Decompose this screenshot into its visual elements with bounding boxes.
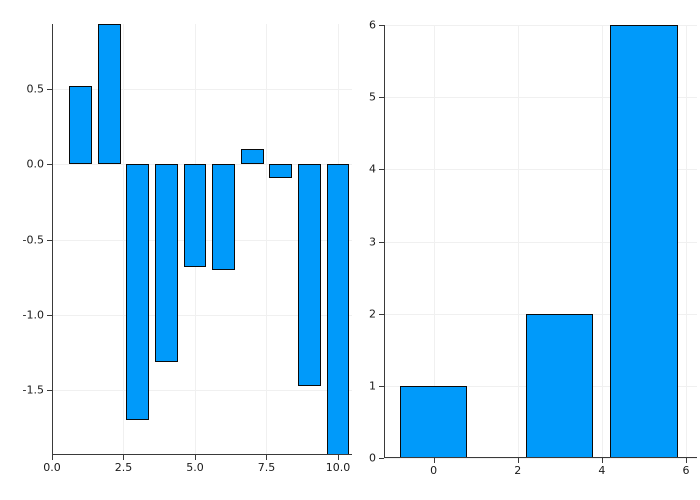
bars-layer (384, 25, 697, 458)
y-tick-mark (379, 385, 384, 387)
x-tick-label: 5.0 (186, 461, 204, 474)
bar (126, 164, 150, 421)
gridline-horizontal (52, 390, 352, 392)
x-tick-label: 2.5 (114, 461, 133, 474)
y-axis-line (384, 25, 385, 458)
bar (97, 24, 121, 165)
y-tick-mark (379, 313, 384, 315)
bar (154, 164, 178, 362)
bar (399, 385, 468, 458)
y-tick-label: 6 (369, 18, 376, 32)
x-tick-mark (194, 455, 196, 460)
y-tick-label: 2 (369, 307, 376, 321)
gridline-horizontal (384, 241, 697, 243)
y-tick-mark (379, 458, 384, 459)
y-tick-label: 0 (369, 451, 376, 465)
gridline-horizontal (384, 25, 697, 26)
x-tick-label: 7.5 (257, 461, 276, 474)
y-tick-mark (47, 314, 52, 316)
bar (212, 164, 236, 270)
bars-layer (52, 24, 352, 455)
x-tick-label: 0.0 (43, 461, 61, 474)
y-tick-label: 0.0 (26, 157, 45, 171)
x-tick-mark (123, 455, 125, 460)
gridline-horizontal (384, 169, 697, 171)
x-tick-mark (433, 458, 435, 463)
y-axis-line (52, 24, 53, 455)
y-tick-mark (47, 239, 52, 241)
bar (69, 85, 93, 165)
x-tick-mark (52, 455, 53, 460)
x-tick-label: 10.0 (325, 461, 351, 474)
x-axis-line (384, 457, 697, 458)
gridline-horizontal (52, 314, 352, 316)
y-tick-label: -0.5 (22, 233, 44, 246)
y-tick-label: 3 (369, 235, 376, 248)
y-tick-label: 1 (369, 379, 376, 393)
y-tick-mark (47, 390, 52, 392)
x-tick-mark (601, 458, 603, 463)
x-tick-label: 0 (430, 464, 438, 477)
x-tick-mark (266, 455, 268, 460)
bar (269, 164, 293, 178)
y-tick-mark (379, 25, 384, 26)
x-tick-label: 4 (598, 464, 606, 477)
x-tick-mark (517, 458, 519, 463)
y-tick-mark (379, 169, 384, 171)
gridline-horizontal (52, 88, 352, 90)
gridline-horizontal (384, 97, 697, 99)
right-bar-chart: 0 1 2 3 4 5 6 0 2 4 6 (369, 20, 697, 476)
bar (610, 25, 678, 458)
bar (240, 149, 264, 165)
y-tick-label: -1.0 (22, 308, 44, 322)
y-tick-mark (379, 97, 384, 99)
x-tick-mark (337, 455, 339, 460)
y-tick-label: 5 (369, 90, 376, 104)
bar (326, 164, 350, 455)
y-tick-label: 0.5 (26, 82, 45, 96)
bar (183, 164, 207, 267)
x-tick-mark (686, 458, 688, 463)
x-tick-label: 2 (514, 464, 522, 477)
y-tick-mark (379, 241, 384, 243)
y-tick-mark (47, 88, 52, 90)
gridline-horizontal (384, 458, 697, 459)
x-axis-line (52, 454, 352, 455)
bar (526, 313, 594, 458)
bar (297, 164, 321, 386)
y-tick-label: -1.5 (22, 383, 44, 397)
left-bar-chart: 0.5 0.0 -0.5 -1.0 -1.5 0.0 2.5 5.0 7.5 10.0 (23, 24, 352, 473)
y-tick-label: 4 (369, 162, 376, 176)
y-tick-mark (47, 164, 52, 166)
x-tick-label: 6 (682, 464, 690, 477)
